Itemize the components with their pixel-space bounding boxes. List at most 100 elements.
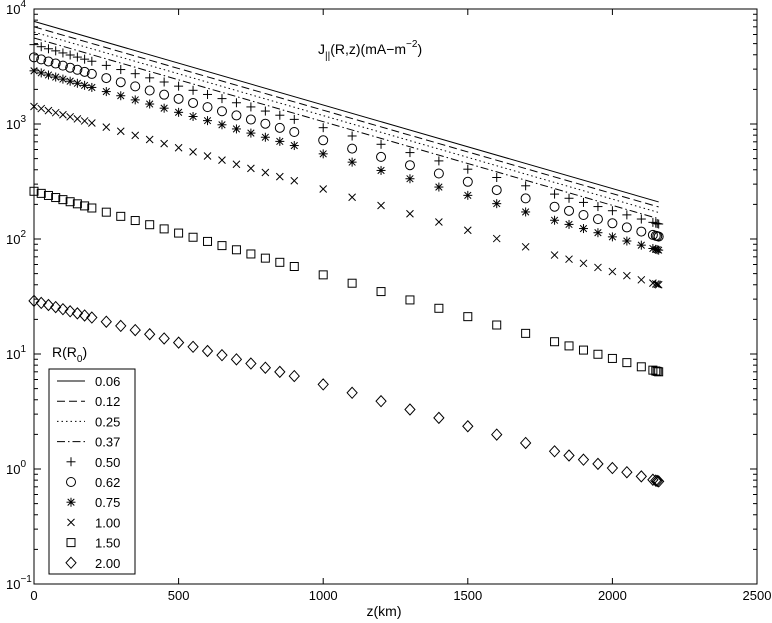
data-point [653,231,664,242]
x-axis-label: z(km) [367,603,402,619]
data-point [72,52,82,62]
data-point [187,340,199,354]
legend-swatch [67,518,75,527]
data-point [433,411,445,425]
data-point [651,280,660,288]
data-point [51,46,61,56]
legend-entry: 0.12 [57,394,120,409]
legend-label: 0.06 [95,374,120,389]
data-point [636,240,646,250]
data-point [72,78,82,88]
data-point [578,209,589,220]
data-point [35,296,47,310]
data-point [261,168,270,177]
data-point [65,62,76,73]
data-point [174,228,184,238]
y-tick-label: 103 [6,114,26,132]
data-point [404,403,416,416]
data-point [130,95,140,105]
y-tick-label: 104 [6,0,26,17]
data-point [245,357,257,370]
data-point [80,117,89,125]
chart-annotation: J||(R,z)(mA−m−2) [318,39,422,62]
data-point [289,141,299,151]
data-point [592,214,603,225]
data-point [217,241,227,251]
data-point [144,328,156,341]
data-point [172,336,185,349]
data-point [550,337,560,347]
series-layer [28,20,665,488]
x-tick-label: 1500 [453,588,482,603]
x-tick-label: 500 [168,588,190,603]
legend-label: 0.25 [95,414,120,429]
data-point [65,50,75,60]
data-point [275,136,285,146]
data-point [246,128,256,138]
data-point [593,228,603,238]
data-point [346,386,358,400]
data-point [64,305,76,318]
data-point [116,211,126,221]
data-point [463,226,472,235]
data-point [36,188,46,198]
y-tick-label: 101 [6,344,26,362]
data-point [289,114,299,124]
data-point [636,214,646,224]
data-point [607,206,617,216]
data-point [607,353,617,363]
data-point [607,232,617,242]
series-0.75 [29,66,664,255]
legend-entry: 0.62 [66,475,120,490]
legend-swatch [66,477,76,487]
data-point [116,127,125,136]
data-point [130,69,140,79]
data-point [564,219,574,229]
data-point [654,245,664,255]
data-point [376,165,386,175]
data-point [203,236,213,246]
x-axis: 0 500 1000 1500 2000 2500 [30,9,771,603]
data-point [231,124,241,134]
data-point [347,143,358,154]
data-point [622,236,632,246]
data-point [463,190,473,200]
data-point [160,139,168,148]
legend: 0.06 0.12 0.25 0.37 0.50 0.62 0.75 1.00 1.50 2.00 [48,368,136,575]
data-point [115,77,126,88]
data-point [145,135,154,144]
data-point [275,172,284,181]
data-point [654,280,663,289]
data-point [144,85,155,96]
data-point [520,193,531,204]
x-tick-label: 2000 [598,588,627,603]
data-point [116,65,126,75]
data-point [43,70,53,80]
data-point [621,222,632,233]
data-point [246,249,256,259]
data-point [377,201,385,210]
data-point [231,245,241,255]
data-point [36,54,47,65]
x-tick-label: 1000 [309,588,338,603]
data-point [102,123,111,131]
legend-entry: 0.06 [57,374,120,389]
legend-entry: 2.00 [65,556,120,571]
data-point [654,219,664,229]
data-point [433,168,444,179]
data-point [58,74,68,84]
data-point [43,190,53,200]
series-0.50 [29,40,664,229]
data-point [43,44,53,54]
data-point [86,311,98,324]
data-point [87,119,96,127]
data-point [188,232,198,242]
data-point [565,255,573,264]
data-point [623,271,631,280]
data-point [492,234,501,243]
legend-swatch [66,457,76,467]
data-point [115,319,127,333]
data-point [491,428,503,441]
legend-label: 2.00 [95,556,120,571]
legend-box [48,368,136,575]
